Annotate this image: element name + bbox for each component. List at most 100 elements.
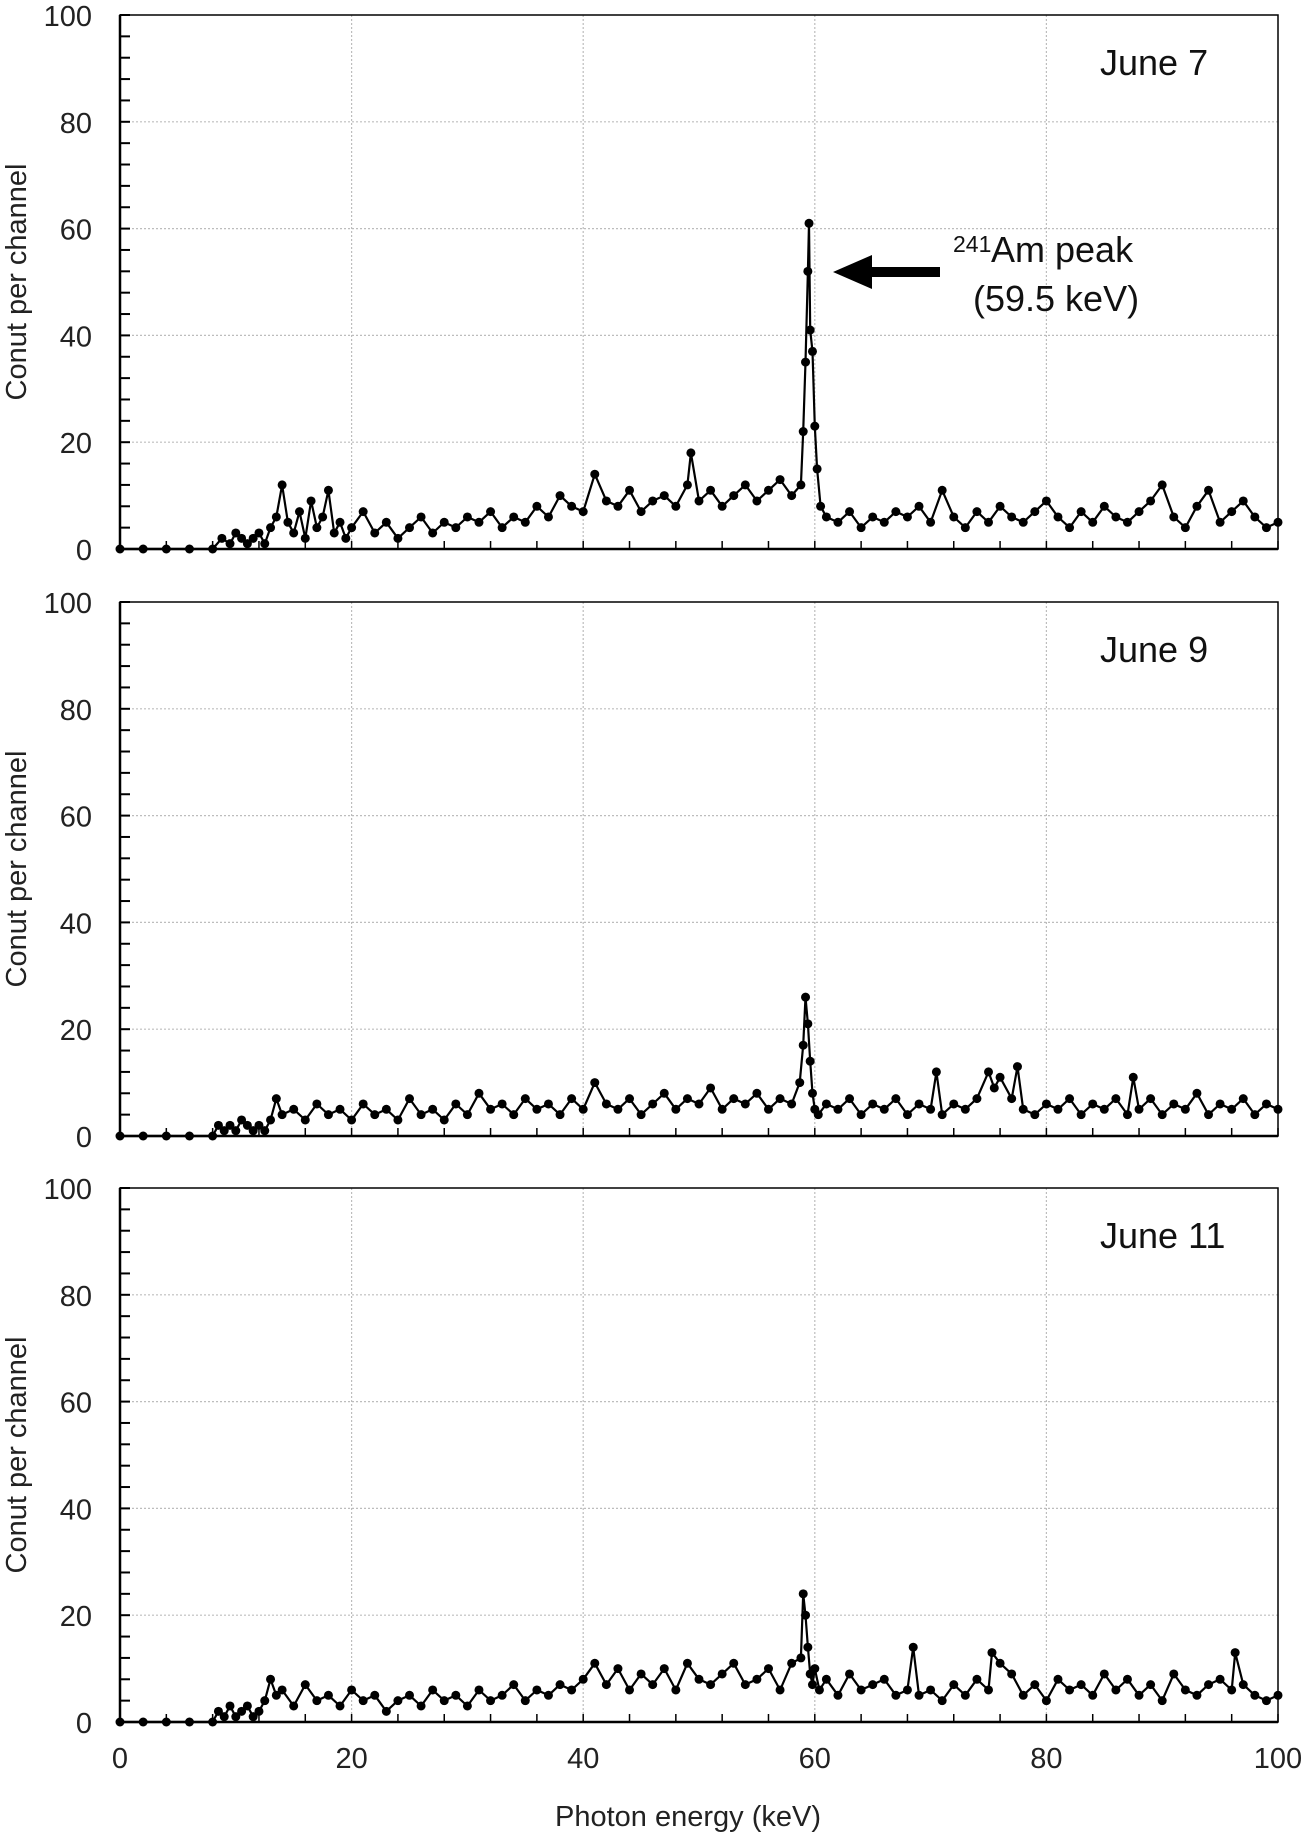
data-point (567, 1685, 577, 1695)
data-point (335, 1701, 345, 1711)
data-point (805, 1056, 815, 1066)
data-point (590, 1658, 600, 1668)
data-point (237, 1706, 247, 1716)
data-point (1041, 1099, 1051, 1109)
data-point (671, 1104, 681, 1114)
data-point (803, 1019, 813, 1029)
data-point (1215, 1674, 1225, 1684)
data-point (989, 1083, 999, 1093)
data-point (242, 1701, 252, 1711)
y-tick-label: 100 (44, 1174, 92, 1206)
data-point (347, 1115, 357, 1125)
data-point (115, 1717, 125, 1727)
data-point (532, 1104, 542, 1114)
data-point (636, 1110, 646, 1120)
data-point (659, 1088, 669, 1098)
data-point (242, 1120, 252, 1130)
data-point (358, 1696, 368, 1706)
data-point (798, 427, 808, 437)
data-point (1018, 1690, 1028, 1700)
y-tick-label: 60 (60, 215, 92, 247)
data-point (1204, 1680, 1214, 1690)
y-tick-label: 60 (60, 802, 92, 834)
data-point (926, 1104, 936, 1114)
data-point (1215, 517, 1225, 527)
data-point (1192, 1088, 1202, 1098)
data-point (474, 517, 484, 527)
data-point (625, 1094, 635, 1104)
plot-frame (119, 1187, 1279, 1723)
y-tick-label: 40 (60, 908, 92, 940)
data-point (812, 464, 822, 474)
data-point (613, 1664, 623, 1674)
data-point (300, 1115, 310, 1125)
data-point (914, 1690, 924, 1700)
data-point (821, 512, 831, 522)
data-point (184, 1131, 194, 1141)
data-point (706, 1680, 716, 1690)
data-point (439, 517, 449, 527)
spectrum-markers (115, 1589, 1283, 1727)
data-point (1041, 496, 1051, 506)
data-point (237, 1115, 247, 1125)
data-point (225, 1120, 235, 1130)
data-point (1261, 1099, 1271, 1109)
data-point (1273, 1104, 1283, 1114)
y-tick-label: 20 (60, 428, 92, 460)
data-point (694, 1674, 704, 1684)
data-point (1261, 1696, 1271, 1706)
data-point (1111, 1094, 1121, 1104)
data-point (775, 475, 785, 485)
data-point (902, 512, 912, 522)
data-point (439, 1115, 449, 1125)
data-point (208, 1717, 218, 1727)
data-point (648, 1680, 658, 1690)
data-point (879, 1674, 889, 1684)
data-point (752, 1088, 762, 1098)
data-point (1030, 1110, 1040, 1120)
data-point (289, 1701, 299, 1711)
data-point (1076, 1680, 1086, 1690)
data-point (294, 507, 304, 517)
panel-date-label: June 9 (1100, 629, 1208, 670)
data-point (625, 485, 635, 495)
data-point (601, 1099, 611, 1109)
data-point (555, 491, 565, 501)
data-point (347, 523, 357, 533)
y-tick-label: 0 (76, 1122, 92, 1154)
data-point (312, 1696, 322, 1706)
data-point (161, 544, 171, 554)
data-point (161, 1717, 171, 1727)
data-point (648, 496, 658, 506)
data-point (717, 501, 727, 511)
data-point (213, 1706, 223, 1716)
data-point (821, 1099, 831, 1109)
data-point (775, 1094, 785, 1104)
data-point (1180, 523, 1190, 533)
data-point (578, 507, 588, 517)
data-point (271, 1094, 281, 1104)
data-point (775, 1685, 785, 1695)
data-point (271, 512, 281, 522)
data-point (1122, 517, 1132, 527)
data-point (1018, 517, 1028, 527)
y-tick-label: 80 (60, 108, 92, 140)
data-point (1157, 480, 1167, 490)
data-point (277, 480, 287, 490)
spectrum-line (120, 1592, 1279, 1724)
spectrum-panel-1: 0 20 40 60 80 100 Conut per channel June 7 (1, 1, 1283, 567)
y-tick-label: 100 (44, 588, 92, 620)
data-point (914, 1099, 924, 1109)
data-point (960, 523, 970, 533)
y-tick-label: 40 (60, 1494, 92, 1526)
data-point (543, 1690, 553, 1700)
data-point (856, 523, 866, 533)
data-point (752, 496, 762, 506)
data-point (416, 1110, 426, 1120)
data-point (984, 517, 993, 527)
data-point (995, 1658, 1005, 1668)
data-point (509, 1110, 519, 1120)
x-tick-label: 40 (567, 1743, 599, 1775)
data-point (856, 1685, 866, 1695)
